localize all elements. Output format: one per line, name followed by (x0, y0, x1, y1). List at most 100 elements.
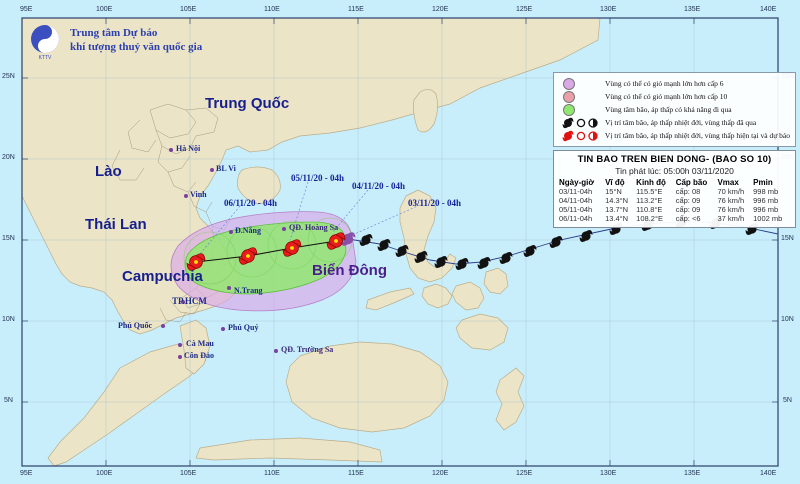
table-header-row: Ngày-giờ Vĩ độ Kinh độ Cấp bão Vmax Pmin (558, 178, 791, 187)
cell-pmin: 1002 mb (753, 214, 783, 223)
storm-symbol-forecast-03-11 (326, 232, 346, 250)
cell-lat: 13.7°N (605, 205, 629, 214)
cell-lat: 14.3°N (605, 196, 629, 205)
cell-level: cấp: 08 (675, 187, 701, 196)
storm-symbol-past (414, 251, 428, 263)
city-dots (161, 148, 286, 359)
cell-lat: 15°N (605, 187, 622, 196)
lon-tick-bottom: 120E (432, 470, 449, 477)
lon-tick-top: 135E (684, 6, 701, 13)
legend-label: Vị trí tâm bão, áp thấp nhiệt đới, vùng … (604, 131, 790, 140)
storm-symbol-current-purple (340, 232, 356, 246)
cell-lon: 113.2°E (636, 196, 663, 205)
storm-symbol-forecast-05-11 (238, 247, 258, 265)
lon-tick-top: 100E (96, 6, 113, 13)
storm-symbol-past (579, 230, 593, 242)
storm-symbol-past (395, 245, 409, 257)
cell-level: cấp: <6 (675, 214, 701, 223)
storm-symbol-past (499, 252, 513, 264)
lat-tick-right: 10N (781, 316, 794, 323)
forecast-date-label: 04/11/20 - 04h (352, 181, 406, 191)
legend-symbol (559, 90, 605, 103)
red-storm-symbols-icon (559, 130, 605, 142)
cell-lon: 115.5°E (636, 187, 663, 196)
lon-tick-bottom: 105E (180, 470, 197, 477)
kttv-yinyang-logo-icon: KTTV (26, 22, 64, 61)
landmass-palawan (365, 287, 415, 311)
cell-vmax: 37 km/h (717, 214, 745, 223)
legend-symbol (559, 103, 605, 116)
cell-lon: 108.2°E (636, 214, 663, 223)
lon-tick-bottom: 95E (20, 470, 33, 477)
landmass-taiwan (413, 89, 438, 133)
storm-symbol-past (523, 245, 537, 257)
storm-symbol-forecast-04-11 (282, 239, 302, 257)
legend-row: Vùng tâm bão, áp thấp có khả năng đi qua (559, 103, 790, 116)
table-row: 03/11-04h 15°N 115.5°E cấp: 08 70 km/h 9… (558, 187, 791, 196)
lat-tick-left: 5N (4, 397, 13, 404)
org-name-line1: Trung tâm Dự báo (70, 27, 158, 40)
col-pmin: Pmin (753, 178, 773, 187)
storm-symbol-past (359, 234, 373, 246)
lat-tick-left: 15N (2, 235, 15, 242)
cell-datetime: 03/11-04h (559, 187, 593, 196)
storm-forecast-table: Ngày-giờ Vĩ độ Kinh độ Cấp bão Vmax Pmin… (558, 178, 791, 223)
landmass-java (195, 437, 383, 463)
cell-datetime: 04/11-04h (559, 196, 593, 205)
map-frame (21, 17, 779, 467)
legend-label: Vị trí tâm bão, áp thấp nhiệt đới, vùng … (605, 118, 757, 127)
storm-info-box: TIN BAO TREN BIEN DONG- (BAO SO 10) Tin … (553, 150, 796, 228)
org-name: Trung tâm Dự báo khí tượng thuỷ văn quốc… (70, 27, 202, 55)
storm-symbol-forecast-06-11 (186, 253, 206, 271)
purple-circle-swatch-icon (563, 77, 575, 90)
landmass-mindanao (455, 313, 509, 351)
landmass-malay-peninsula (179, 319, 211, 375)
cell-lon: 110.8°E (636, 205, 663, 214)
lon-tick-top: 110E (264, 6, 280, 13)
lon-tick-top: 105E (180, 6, 197, 13)
lon-tick-bottom: 115E (348, 470, 364, 477)
cell-vmax: 76 km/h (717, 205, 745, 214)
storm-symbol-past (455, 258, 469, 270)
cell-vmax: 70 km/h (717, 187, 745, 196)
cell-pmin: 996 mb (753, 205, 779, 214)
lon-tick-bottom: 135E (684, 470, 701, 477)
storm-symbol-past (549, 236, 563, 248)
lat-tick-left: 20N (2, 154, 15, 161)
storm-symbol-past (477, 257, 491, 269)
cell-pmin: 996 mb (753, 196, 779, 205)
black-storm-symbols-icon (559, 117, 605, 129)
col-vmax: Vmax (717, 178, 739, 187)
landmass-hainan (237, 166, 281, 205)
label-leader-lines (199, 181, 421, 255)
landmass-borneo (285, 341, 449, 433)
lon-tick-top: 120E (432, 6, 449, 13)
cell-lat: 13.4°N (605, 214, 629, 223)
lat-tick-right: 5N (783, 397, 792, 404)
pink-circle-swatch-icon (563, 90, 575, 103)
legend-box: Vùng có thể có gió mạnh lớn hơn cấp 6 Vù… (553, 72, 796, 147)
legend-label: Vùng có thể có gió mạnh lớn hơn cấp 6 (605, 79, 724, 88)
cell-level: cấp: 09 (675, 196, 701, 205)
cone-inner-center-path (184, 221, 347, 295)
org-logo-block: KTTV Trung tâm Dự báo khí tượng thuỷ văn… (26, 22, 202, 61)
lat-tick-right: 15N (781, 235, 794, 242)
lon-tick-top: 130E (600, 6, 617, 13)
table-row: 05/11-04h 13.7°N 110.8°E cấp: 09 76 km/h… (558, 205, 791, 214)
cell-datetime: 05/11-04h (559, 205, 593, 214)
green-circle-swatch-icon (563, 103, 575, 116)
cell-vmax: 76 km/h (717, 196, 745, 205)
lon-tick-top: 95E (20, 6, 33, 13)
cell-datetime: 06/11-04h (559, 214, 593, 223)
probability-circles (183, 217, 353, 285)
cell-pmin: 998 mb (753, 187, 779, 196)
cell-level: cấp: 09 (675, 205, 701, 214)
storm-symbol-past (434, 256, 448, 268)
lon-tick-top: 115E (348, 6, 364, 13)
lon-tick-bottom: 100E (96, 470, 113, 477)
table-row: 04/11-04h 14.3°N 113.2°E cấp: 09 76 km/h… (558, 196, 791, 205)
forecast-date-label: 06/11/20 - 04h (224, 198, 278, 208)
legend-label: Vùng có thể có gió mạnh lớn hơn cấp 10 (605, 92, 728, 101)
info-issue-time: Tin phát lúc: 05:00h 03/11/2020 (615, 166, 734, 176)
